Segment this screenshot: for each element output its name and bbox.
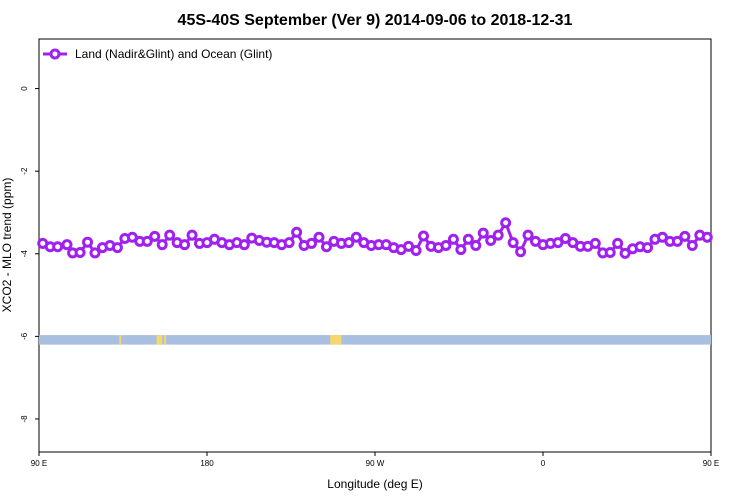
y-tick-label: -2	[20, 167, 29, 175]
data-point	[612, 237, 624, 249]
data-point	[320, 241, 332, 253]
series-layer	[37, 217, 713, 259]
data-point	[238, 239, 250, 251]
data-point	[679, 230, 691, 242]
ocean-band	[39, 335, 711, 345]
data-point	[283, 237, 295, 249]
data-point	[149, 230, 161, 242]
land-segment	[164, 335, 166, 345]
data-point	[186, 229, 198, 241]
land-segment	[330, 335, 342, 345]
x-tick-label: 90 E	[31, 459, 47, 468]
y-axis-label: XCO2 - MLO trend (ppm)	[0, 178, 14, 313]
chart-title: 45S-40S September (Ver 9) 2014-09-06 to …	[178, 12, 573, 29]
x-axis-label: Longitude (deg E)	[327, 477, 422, 491]
data-point	[447, 233, 459, 245]
data-point	[418, 230, 430, 242]
legend-marker-swatch	[49, 48, 61, 60]
x-tick-label: 0	[541, 459, 546, 468]
data-point	[111, 242, 123, 254]
data-point	[52, 241, 64, 253]
data-point	[671, 235, 683, 247]
data-point	[350, 231, 362, 243]
data-point	[604, 247, 616, 259]
data-point	[313, 231, 325, 243]
land-segment	[156, 335, 163, 345]
data-point	[462, 233, 474, 245]
x-axis: 90 E 180 90 W 0 90 E	[31, 452, 719, 468]
legend-label: Land (Nadir&Glint) and Ocean (Glint)	[75, 47, 272, 61]
land-segment	[119, 335, 122, 345]
data-point	[500, 217, 512, 229]
data-point	[410, 244, 422, 256]
data-point	[306, 237, 318, 249]
data-point	[492, 229, 504, 241]
data-point	[589, 237, 601, 249]
x-tick-label: 90 E	[703, 459, 719, 468]
data-point	[642, 242, 654, 254]
y-axis: 0 -2 -4 -6 -8	[20, 86, 39, 423]
x-tick-label: 180	[200, 459, 214, 468]
data-point	[89, 247, 101, 259]
data-point	[522, 229, 534, 241]
land-band	[39, 335, 711, 345]
y-tick-label: 0	[20, 86, 29, 91]
data-point	[515, 246, 527, 258]
data-point	[74, 247, 86, 259]
data-point	[343, 237, 355, 249]
data-point	[440, 240, 452, 251]
data-point	[686, 240, 698, 251]
data-point	[61, 239, 73, 251]
data-point	[485, 235, 497, 247]
data-point	[141, 235, 153, 247]
data-point	[619, 247, 631, 259]
data-point	[470, 240, 482, 251]
data-point	[179, 239, 191, 251]
y-tick-label: -4	[20, 250, 29, 258]
data-point	[82, 236, 94, 248]
data-point	[701, 231, 713, 243]
y-tick-label: -6	[20, 332, 29, 340]
data-point	[455, 244, 467, 256]
data-point	[164, 229, 176, 241]
y-tick-label: -8	[20, 415, 29, 423]
legend: Land (Nadir&Glint) and Ocean (Glint)	[43, 47, 272, 61]
data-point	[507, 237, 519, 249]
data-point	[477, 227, 489, 239]
data-point	[291, 226, 303, 238]
data-point	[156, 239, 168, 251]
x-tick-label: 90 W	[366, 459, 385, 468]
